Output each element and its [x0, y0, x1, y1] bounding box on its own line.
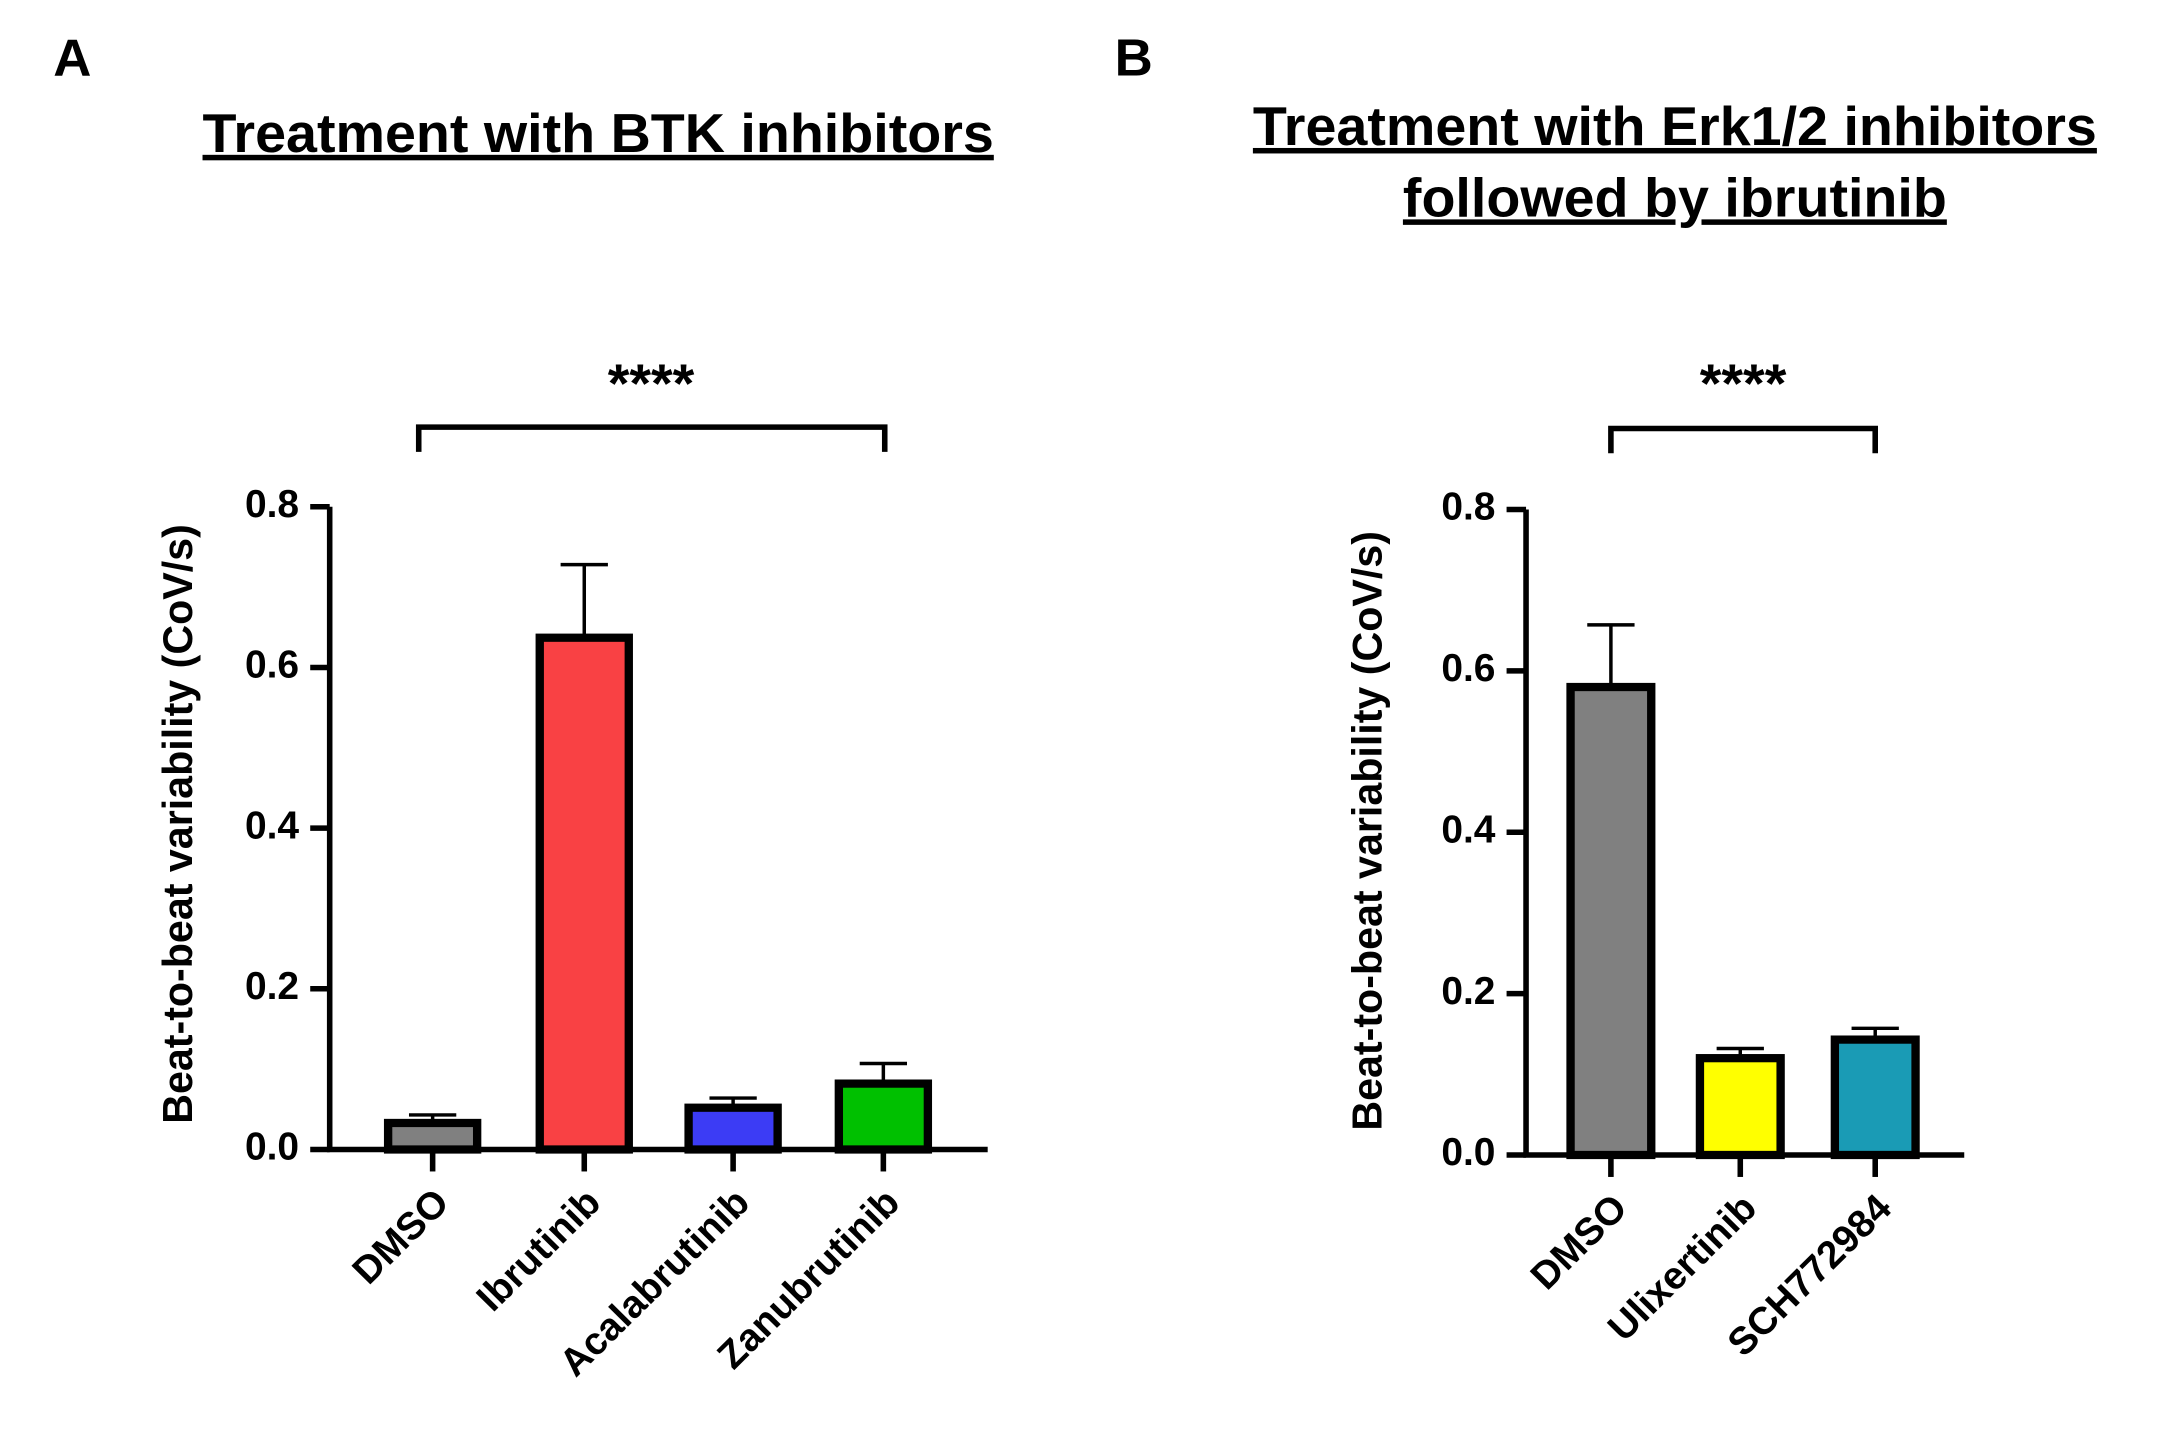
chart-title: followed by ibrutinib [1403, 167, 1947, 229]
x-tick-label: DMSO [1523, 1186, 1636, 1298]
y-tick-label: 0.4 [1441, 809, 1496, 852]
significance-label: **** [1700, 352, 1787, 414]
panel-label: A [53, 29, 91, 88]
y-tick-label: 0.2 [1441, 970, 1495, 1013]
bar [834, 1079, 933, 1154]
significance-bracket [415, 424, 888, 452]
bar [1566, 682, 1656, 1160]
y-tick-label: 0.2 [245, 965, 299, 1008]
bar [535, 633, 633, 1154]
bar [383, 1118, 482, 1154]
bar [1830, 1035, 1920, 1160]
chart-title: Treatment with BTK inhibitors [203, 102, 994, 164]
y-tick-label: 0.6 [1441, 647, 1495, 690]
significance-label: **** [608, 352, 695, 414]
y-tick-label: 0.0 [245, 1126, 299, 1169]
x-tick-label: Ibrutinib [468, 1181, 609, 1320]
bar [1695, 1054, 1785, 1160]
y-axis-label: Beat-to-beat variability (CoV/s) [154, 524, 201, 1124]
chart-title: Treatment with Erk1/2 inhibitors [1253, 95, 2097, 157]
y-tick-label: 0.4 [245, 804, 300, 847]
y-tick-label: 0.8 [1441, 486, 1495, 529]
significance-bracket [1608, 425, 1878, 454]
y-tick-label: 0.0 [1441, 1131, 1495, 1174]
bar [684, 1103, 782, 1154]
x-tick-label: DMSO [344, 1181, 457, 1293]
y-tick-label: 0.6 [245, 644, 299, 687]
y-tick-label: 0.8 [245, 483, 299, 526]
panel-label: B [1115, 29, 1153, 88]
y-axis-label: Beat-to-beat variability (CoV/s) [1343, 531, 1390, 1131]
